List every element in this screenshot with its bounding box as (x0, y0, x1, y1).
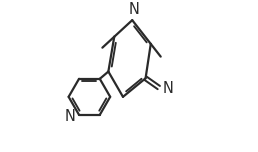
Text: N: N (128, 2, 139, 17)
Text: N: N (64, 109, 76, 124)
Text: N: N (163, 81, 174, 97)
